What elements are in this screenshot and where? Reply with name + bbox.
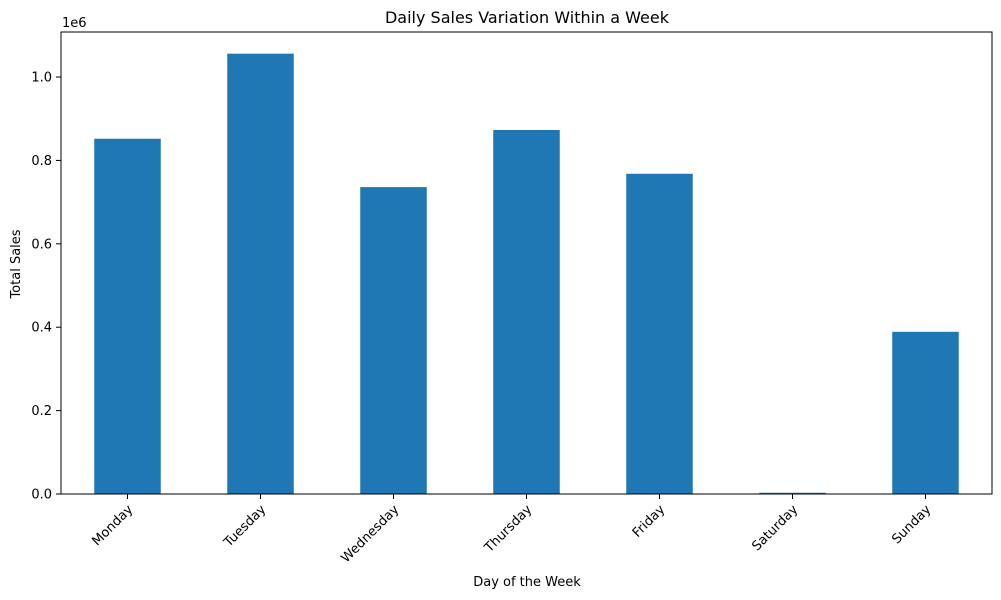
- bar-friday: [626, 173, 693, 494]
- bar-monday: [94, 138, 161, 494]
- y-tick-label: 0.6: [31, 237, 52, 252]
- y-tick-label: 0.0: [31, 488, 52, 503]
- y-axis-offset-label: 1e6: [62, 16, 87, 31]
- bar-tuesday: [227, 53, 294, 494]
- y-axis-ticks: 0.0 0.2 0.4 0.6 0.8 1.0: [31, 71, 61, 503]
- bar-thursday: [493, 129, 560, 494]
- y-axis-label: Total Sales: [9, 229, 24, 299]
- y-tick-label: 0.4: [31, 321, 52, 336]
- bar-saturday: [759, 492, 826, 494]
- plot-frame: [60, 31, 993, 495]
- y-tick-label: 0.8: [31, 154, 52, 169]
- bar-wednesday: [360, 187, 427, 494]
- bar-sunday: [892, 331, 959, 494]
- bars-group: [94, 53, 959, 494]
- chart-title: Daily Sales Variation Within a Week: [385, 8, 670, 27]
- x-axis-label: Day of the Week: [473, 575, 581, 590]
- y-tick-label: 0.2: [31, 404, 52, 419]
- y-tick-label: 1.0: [31, 71, 52, 86]
